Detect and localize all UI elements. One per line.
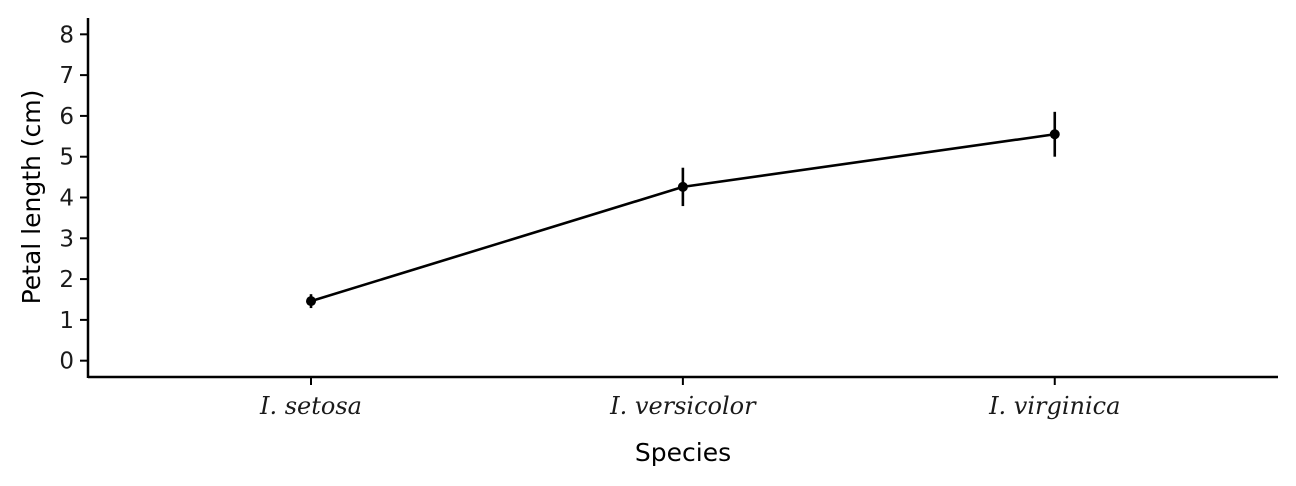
data-point: [677, 181, 688, 192]
x-tick-label: I. virginica: [988, 392, 1120, 420]
plot-area: [306, 111, 1060, 309]
x-tick-label: I. versicolor: [609, 392, 757, 420]
x-tick-label: I. setosa: [259, 392, 362, 420]
y-tick-label: 0: [59, 349, 74, 375]
y-tick-label: 1: [59, 308, 74, 334]
y-axis-title: Petal length (cm): [17, 90, 46, 305]
x-axis-ticks: I. setosa I. versicolor I. virginica: [259, 377, 1120, 420]
series-line: [310, 132, 1055, 303]
y-tick-label: 5: [59, 145, 74, 171]
y-tick-label: 4: [59, 186, 74, 212]
y-tick-label: 8: [59, 22, 74, 48]
data-point: [1049, 129, 1060, 140]
x-axis-title: Species: [635, 438, 731, 467]
y-axis-ticks: 0 1 2 3 4 5 6 7 8: [59, 22, 88, 375]
y-tick-label: 3: [59, 226, 74, 252]
y-tick-label: 7: [59, 63, 74, 89]
y-tick-label: 6: [59, 104, 74, 130]
y-tick-label: 2: [59, 267, 74, 293]
data-point: [306, 296, 317, 307]
